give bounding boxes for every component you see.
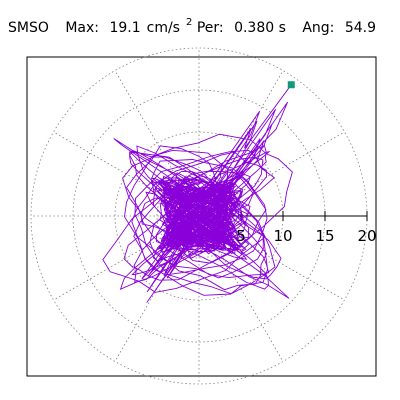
- ang-value: 54.9: [344, 19, 377, 36]
- max-label: Max:: [65, 19, 99, 36]
- per-label: Per:: [196, 19, 224, 36]
- plot-frame: [26, 56, 377, 377]
- peak-markers: [287, 81, 295, 89]
- max-unit-exponent: 2: [185, 17, 193, 28]
- per-value: 0.380 s: [234, 19, 286, 36]
- radial-tick-label-10: 10: [273, 227, 292, 245]
- chart-title: SMSO Max: 19.1 cm/s 2 Per: 0.380 s Ang: 54…: [8, 17, 382, 36]
- radial-tick-label-15: 15: [315, 227, 334, 245]
- max-value: 19.1: [109, 19, 141, 36]
- station-code: SMSO: [8, 19, 49, 36]
- trace-path: [102, 84, 293, 303]
- radial-tick-label-5: 5: [236, 227, 246, 245]
- max-unit: cm/s: [146, 19, 180, 36]
- particle-motion-trace: [102, 84, 293, 303]
- radial-tick-labels: 5 10 15 20: [236, 227, 376, 245]
- radial-tick-label-20: 20: [357, 227, 376, 245]
- ang-label: Ang:: [302, 19, 335, 36]
- peak-marker: [287, 81, 295, 89]
